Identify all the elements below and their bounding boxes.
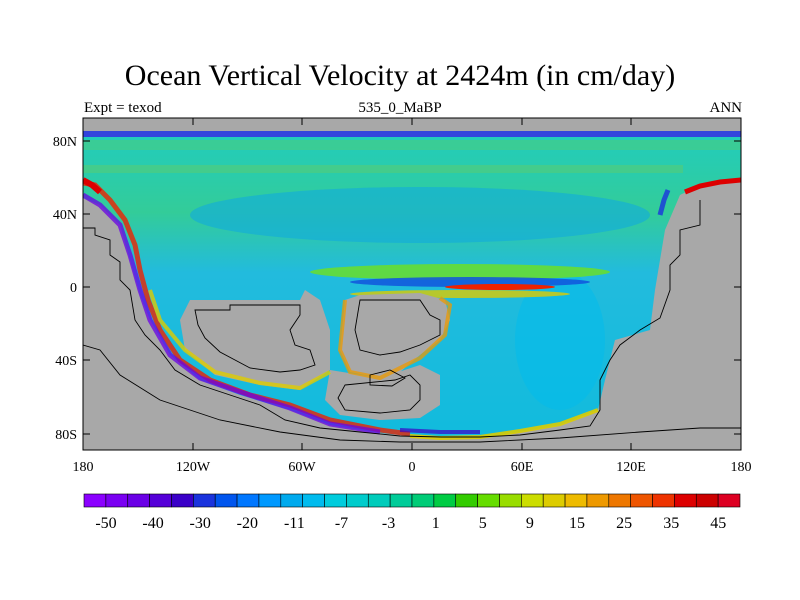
southern-continent-west <box>180 290 330 390</box>
coastal-downwelling-west <box>83 192 381 435</box>
colorbar-label: 45 <box>710 515 726 532</box>
ocean-blue-patch <box>190 187 650 243</box>
y-tick-label: 80S <box>55 428 77 443</box>
y-tick-label: 80N <box>53 135 77 150</box>
colorbar-swatch <box>695 493 719 508</box>
coastal-upwelling-west <box>83 180 411 437</box>
colorbar-swatch <box>564 493 588 508</box>
colorbar-swatch <box>214 493 238 508</box>
colorbar-swatch <box>411 493 435 508</box>
colorbar-swatch <box>433 493 457 508</box>
coastal-east-blue <box>657 189 671 216</box>
colorbar-label: 25 <box>616 515 632 532</box>
colorbar-swatch <box>521 493 544 508</box>
colorbar-swatch <box>302 493 325 508</box>
x-tick-label: 180 <box>73 460 94 475</box>
colorbar-swatch <box>477 493 500 508</box>
map-title: Ocean Vertical Velocity at 2424m (in cm/… <box>124 59 676 92</box>
colorbar-label: 9 <box>526 515 534 532</box>
season-label: ANN <box>709 100 743 116</box>
colorbar-label: -30 <box>190 515 211 532</box>
x-tick-label: 60W <box>288 460 316 475</box>
colorbar-swatch <box>717 493 741 508</box>
y-axis: 80N 40N 0 40S 80S <box>53 135 741 443</box>
colorbar-swatch <box>258 493 282 508</box>
coastal-ring-central <box>337 296 453 381</box>
colorbar-label: -7 <box>335 515 348 532</box>
y-tick-label: 40N <box>53 208 77 223</box>
coastline-southern-islands <box>337 374 421 414</box>
x-axis: 180 120W 60W 0 60E 120E 180 <box>73 118 752 475</box>
time-period-label: 535_0_MaBP <box>358 100 442 116</box>
x-tick-label: 120E <box>616 460 646 475</box>
southern-continent-south <box>325 365 440 420</box>
colorbar <box>83 493 741 508</box>
coastline-central-continent <box>354 299 441 356</box>
ocean-green-band-mid <box>83 165 683 173</box>
colorbar-swatch <box>149 493 172 508</box>
colorbar-swatch <box>542 493 566 508</box>
colorbar-label: 15 <box>569 515 585 532</box>
coastal-south-rim-blue <box>399 428 480 434</box>
equatorial-green-band <box>310 264 610 280</box>
polar-band <box>83 131 741 137</box>
colorbar-swatch <box>455 493 478 508</box>
colorbar-label: 35 <box>663 515 679 532</box>
coastline-southern-continent <box>194 304 316 373</box>
equatorial-red-band <box>445 284 555 290</box>
coastal-yellow-west <box>148 289 331 391</box>
colorbar-swatch <box>674 493 697 508</box>
colorbar-swatch <box>389 493 413 508</box>
colorbar-labels: -50 -40 -30 -20 -11 -7 -3 1 5 9 15 25 35 45 <box>95 515 726 532</box>
colorbar-label: 5 <box>479 515 487 532</box>
coastline-west <box>83 200 701 438</box>
ocean-green-band-north <box>83 140 741 150</box>
coastline-island-small <box>369 369 406 387</box>
colorbar-swatch <box>324 493 347 508</box>
x-tick-label: 120W <box>176 460 211 475</box>
colorbar-label: 1 <box>432 515 440 532</box>
y-tick-label: 40S <box>55 354 77 369</box>
colorbar-swatch <box>127 493 150 508</box>
colorbar-swatch <box>83 493 107 508</box>
coastline-far-south <box>83 344 741 443</box>
colorbar-label: -20 <box>237 515 258 532</box>
colorbar-label: -11 <box>284 515 305 532</box>
x-tick-label: 60E <box>511 460 534 475</box>
colorbar-label: -3 <box>382 515 395 532</box>
colorbar-swatch <box>346 493 369 508</box>
southern-continent-central <box>340 293 450 378</box>
colorbar-label: -50 <box>95 515 116 532</box>
colorbar-swatch <box>171 493 194 508</box>
colorbar-swatch <box>280 493 303 508</box>
colorbar-swatch <box>367 493 391 508</box>
colorbar-label: -40 <box>142 515 163 532</box>
colorbar-swatch <box>652 493 675 508</box>
colorbar-swatch <box>499 493 522 508</box>
experiment-label: Expt = texod <box>84 100 162 116</box>
colorbar-swatch <box>236 493 260 508</box>
colorbar-swatch <box>193 493 216 508</box>
ocean-blue-patch <box>515 270 605 410</box>
colorbar-swatch <box>105 493 129 508</box>
x-tick-label: 180 <box>731 460 752 475</box>
coastal-south-rim <box>409 408 599 441</box>
colorbar-swatch <box>586 493 610 508</box>
colorbar-swatch <box>630 493 653 508</box>
coastal-northwest-red <box>83 177 102 195</box>
x-tick-label: 0 <box>409 460 416 475</box>
colorbar-swatch <box>608 493 631 508</box>
y-tick-label: 0 <box>70 281 77 296</box>
coastal-east <box>684 177 741 195</box>
